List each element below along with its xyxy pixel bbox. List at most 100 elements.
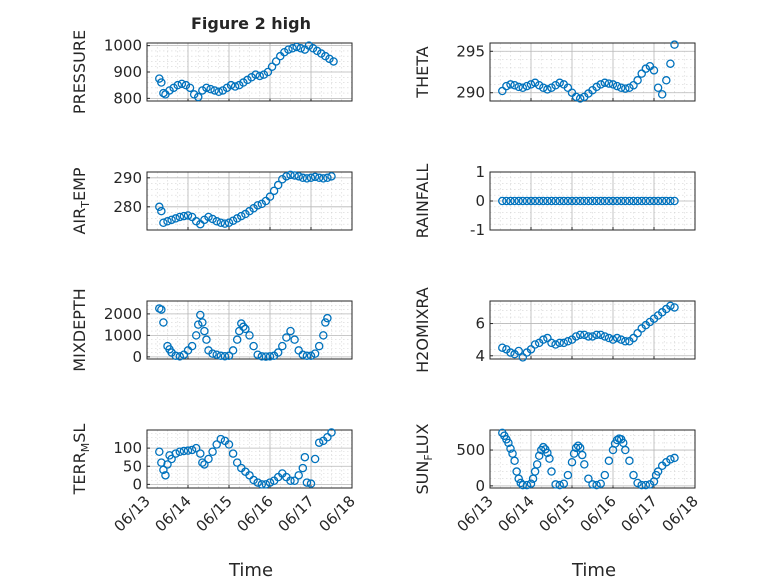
data-point xyxy=(314,341,324,351)
data-point xyxy=(255,71,264,81)
data-point xyxy=(302,174,312,183)
data-point xyxy=(506,348,515,357)
data-point xyxy=(216,434,226,444)
data-point xyxy=(616,196,626,206)
data-point xyxy=(604,333,614,343)
data-point xyxy=(645,196,655,206)
data-point xyxy=(261,352,271,361)
data-point xyxy=(286,326,295,336)
y-tick-label: 1 xyxy=(475,163,485,181)
data-point xyxy=(571,443,581,453)
data-point xyxy=(641,480,651,490)
data-point xyxy=(592,480,601,490)
data-point xyxy=(653,83,663,92)
data-point xyxy=(314,173,324,183)
data-point xyxy=(171,449,180,458)
data-point xyxy=(284,45,293,54)
y-axis-label-rest: SL xyxy=(70,424,89,443)
x-tick-label: 06/17 xyxy=(275,492,318,535)
data-point xyxy=(265,478,275,487)
data-point xyxy=(555,78,564,88)
data-point xyxy=(559,338,569,348)
data-point xyxy=(559,196,569,206)
data-point xyxy=(191,331,201,340)
data-point xyxy=(629,470,638,480)
data-point xyxy=(637,69,646,78)
data-point xyxy=(637,480,646,490)
data-point xyxy=(575,94,585,103)
data-point xyxy=(649,196,659,206)
data-point xyxy=(200,326,209,336)
data-point xyxy=(573,441,583,451)
y-tick-label: 800 xyxy=(113,89,142,107)
data-point xyxy=(159,318,168,327)
data-point xyxy=(302,478,312,487)
x-tick-label: 06/16 xyxy=(577,492,620,535)
subplot-4: -1 0 1 RAINFALL xyxy=(413,163,696,239)
data-point xyxy=(249,341,258,351)
data-point xyxy=(214,87,223,97)
data-point xyxy=(204,454,213,464)
data-point xyxy=(310,172,320,182)
data-point xyxy=(670,453,679,463)
x-tick-label: 06/18 xyxy=(316,492,359,535)
data-point xyxy=(633,328,642,338)
data-point xyxy=(237,211,246,221)
data-point xyxy=(584,474,593,483)
data-point xyxy=(649,66,659,75)
data-point xyxy=(306,351,316,361)
data-point xyxy=(653,467,663,476)
data-point xyxy=(298,173,308,183)
y-axis-label-main: RAINFALL xyxy=(413,164,432,239)
data-point xyxy=(600,78,610,88)
y-tick-label: 4 xyxy=(475,347,485,365)
data-point xyxy=(666,455,675,464)
data-point xyxy=(621,84,630,93)
data-point xyxy=(592,330,601,340)
data-point xyxy=(506,196,515,206)
y-tick-label: 295 xyxy=(456,42,485,60)
data-point xyxy=(282,172,291,181)
data-point xyxy=(662,196,671,206)
data-point xyxy=(666,301,675,311)
data-point xyxy=(526,196,536,206)
data-point xyxy=(596,330,605,340)
data-point xyxy=(267,62,277,71)
subplot-2: 290 295 THETA xyxy=(413,40,696,103)
y-axis-label-rest: EMP xyxy=(70,167,89,201)
y-axis-label-main: MIXDEPTH xyxy=(70,288,89,371)
x-axis-label-left: Time xyxy=(228,560,273,581)
data-point xyxy=(600,196,610,206)
data-point xyxy=(269,186,279,196)
data-point xyxy=(653,196,663,206)
data-point xyxy=(670,196,679,206)
data-point xyxy=(666,196,675,206)
data-point xyxy=(514,196,523,206)
data-point xyxy=(263,67,273,77)
data-point xyxy=(502,196,511,206)
y-axis-label: PRESSURE xyxy=(70,30,89,114)
data-point xyxy=(155,202,164,212)
data-point xyxy=(179,446,189,456)
data-point xyxy=(265,352,275,361)
y-axis-label: THETA xyxy=(413,46,432,98)
data-point xyxy=(253,478,262,487)
data-point xyxy=(670,303,679,312)
data-point xyxy=(498,196,507,206)
data-point xyxy=(534,196,544,206)
data-point xyxy=(306,479,316,488)
data-point xyxy=(539,335,548,344)
data-point xyxy=(314,438,324,447)
y-axis-label: MIXDEPTH xyxy=(70,288,89,371)
data-point xyxy=(157,305,166,314)
data-point xyxy=(526,80,536,89)
data-point xyxy=(216,351,226,361)
data-point xyxy=(193,92,203,102)
y-axis-label-main: PRESSURE xyxy=(70,30,89,114)
x-tick-label: 06/15 xyxy=(193,492,236,535)
data-point xyxy=(251,70,260,79)
data-point xyxy=(514,82,523,92)
y-tick-label: 6 xyxy=(475,315,485,333)
